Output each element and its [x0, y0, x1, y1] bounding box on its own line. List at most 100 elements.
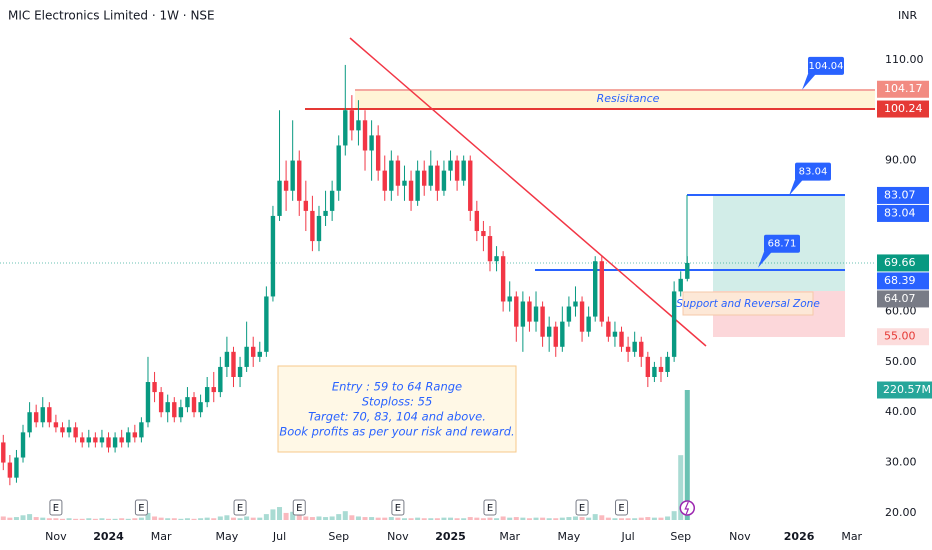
- volume-bar: [198, 518, 204, 520]
- price-bubble: [795, 162, 831, 181]
- volume-bar: [309, 517, 315, 520]
- candle-body: [303, 200, 309, 211]
- volume-bar: [132, 518, 138, 520]
- volume-bar: [461, 518, 467, 520]
- price-label-box: [877, 272, 929, 290]
- candle-body: [625, 346, 631, 352]
- candle-body: [251, 346, 256, 357]
- price-label: 68.39: [884, 274, 916, 287]
- candle-body: [678, 278, 683, 292]
- note: Entry : 59 to 64 Range Stoploss: 55 Targ…: [277, 365, 517, 453]
- volume-bar: [125, 518, 131, 520]
- x-tick-label: Sep: [670, 530, 691, 543]
- candle-body: [362, 120, 368, 151]
- price-label-box: [877, 328, 929, 346]
- price-label-box: [877, 186, 929, 204]
- price-label: 83.07: [884, 188, 916, 201]
- volume-bar: [592, 514, 598, 520]
- volume-bar: [112, 518, 118, 520]
- candle-body: [560, 321, 565, 347]
- candle-body: [1, 442, 6, 463]
- volume-bar: [316, 516, 322, 520]
- volume-bar: [211, 518, 217, 520]
- price-label-box: [877, 100, 929, 118]
- candle-body: [290, 160, 295, 191]
- volume-bar: [572, 516, 578, 520]
- volume-bar: [92, 518, 98, 520]
- volume-bar: [415, 517, 421, 520]
- event-marker: [233, 499, 247, 516]
- candle-body: [474, 210, 480, 232]
- price-label: 104.17: [884, 82, 923, 95]
- candle-body: [158, 392, 164, 413]
- x-tick-label: Nov: [729, 530, 751, 543]
- volume-bar: [79, 518, 85, 520]
- volume-bar: [224, 515, 230, 520]
- resistance-band: [355, 90, 875, 109]
- event-marker: [483, 499, 497, 516]
- x-tick-label: May: [558, 530, 581, 543]
- volume-bar: [349, 515, 355, 520]
- event-marker: [575, 499, 589, 516]
- x-tick-label: Mar: [499, 530, 520, 543]
- volume-bar: [66, 518, 72, 520]
- volume-bar: [605, 517, 611, 520]
- candle-body: [60, 427, 65, 433]
- volume-bar: [382, 517, 388, 520]
- volume-bar: [138, 517, 144, 520]
- volume-bar: [296, 515, 302, 520]
- y-tick-label: 110.00: [885, 53, 924, 66]
- candle-body: [579, 301, 585, 332]
- candle-body: [461, 160, 466, 181]
- volume-bar: [303, 516, 309, 520]
- candle-body: [369, 135, 374, 151]
- volume-bar: [454, 518, 460, 520]
- candle-body: [14, 457, 19, 478]
- volume-bar: [237, 518, 243, 520]
- volume-bar: [73, 518, 79, 520]
- volume-bar: [566, 517, 572, 520]
- volume-bar: [651, 517, 657, 520]
- candle-body: [178, 407, 184, 418]
- candles: [1, 64, 690, 486]
- event-label: E: [487, 503, 493, 514]
- volume-bar: [99, 518, 105, 520]
- candle-body: [428, 165, 433, 186]
- candle-body: [73, 427, 78, 438]
- volume-bar: [480, 518, 486, 520]
- candle-body: [546, 326, 552, 337]
- volume-bar: [612, 518, 618, 520]
- price-bubble-label: 83.04: [799, 167, 828, 178]
- event-marker: [49, 499, 63, 516]
- volume-bar: [507, 517, 513, 520]
- candle-body: [527, 301, 532, 322]
- candle-body: [244, 346, 249, 367]
- volume-bar: [671, 511, 677, 520]
- candle-body: [139, 422, 144, 438]
- volume-bar: [369, 517, 375, 520]
- zone-label: Support and Reversal Zone: [676, 298, 820, 310]
- candle-body: [40, 407, 45, 423]
- volume-bar: [277, 507, 283, 520]
- bubble-tail: [758, 251, 772, 268]
- volume-bar: [230, 517, 236, 520]
- axes: MIC Electronics Limited · 1W · NSE INR 1…: [8, 9, 932, 543]
- candle-body: [198, 402, 203, 413]
- candle-body: [270, 215, 276, 297]
- candle-body: [126, 432, 131, 443]
- volume-bar: [632, 518, 638, 520]
- volume-bar: [494, 518, 500, 520]
- volume-bar: [540, 517, 546, 520]
- candle-body: [665, 356, 670, 372]
- candle-body: [356, 120, 361, 131]
- candle-body: [533, 306, 539, 322]
- event-label: E: [618, 503, 624, 514]
- bubble-tail: [789, 179, 803, 196]
- y-tick-label: 60.00: [885, 305, 917, 318]
- volume-bar: [257, 517, 263, 520]
- candle-body: [53, 422, 59, 428]
- candle-body: [191, 397, 197, 413]
- volume-bar: [119, 518, 125, 520]
- volume-bar: [684, 390, 690, 520]
- candle-body: [619, 331, 624, 347]
